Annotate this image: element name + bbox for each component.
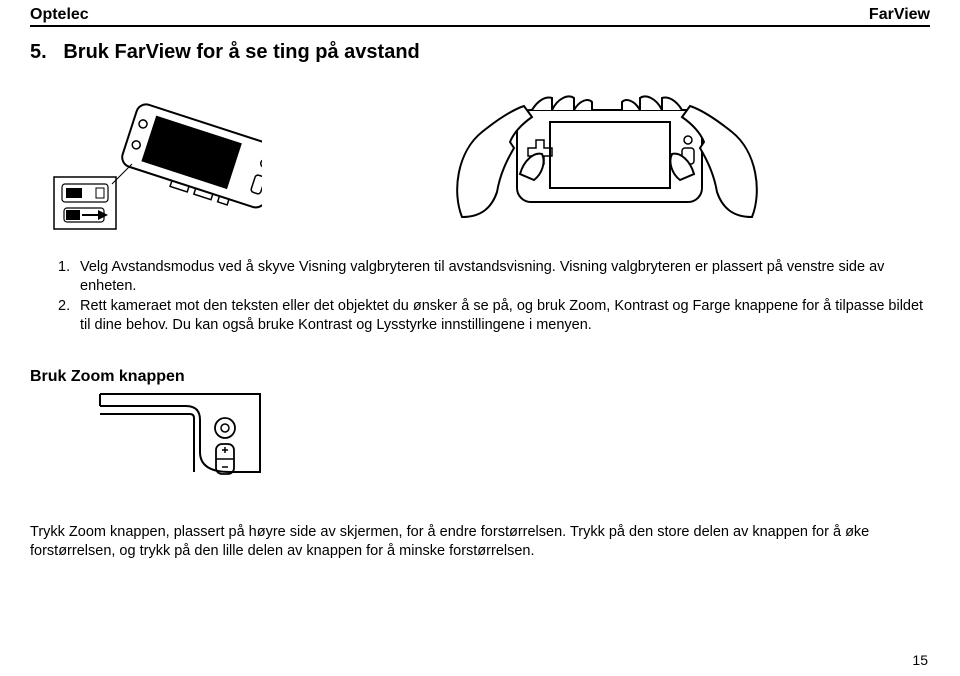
sub-heading: Bruk Zoom knappen bbox=[30, 368, 930, 386]
body-paragraph: Trykk Zoom knappen, plassert på høyre si… bbox=[30, 523, 930, 560]
section-heading: Bruk FarView for å se ting på avstand bbox=[63, 41, 419, 63]
header-left: Optelec bbox=[30, 6, 89, 24]
page-header: Optelec FarView bbox=[30, 6, 930, 27]
list-item: 1. Velg Avstandsmodus ved å skyve Visnin… bbox=[58, 258, 930, 295]
device-angled-icon bbox=[52, 102, 262, 232]
hands-holding-device-icon bbox=[442, 82, 772, 232]
illustration-row bbox=[52, 82, 930, 232]
list-number: 1. bbox=[58, 258, 80, 295]
instruction-list: 1. Velg Avstandsmodus ved å skyve Visnin… bbox=[30, 258, 930, 334]
section-title: 5. Bruk FarView for å se ting på avstand bbox=[30, 41, 930, 64]
page-number: 15 bbox=[912, 652, 928, 668]
list-text: Velg Avstandsmodus ved å skyve Visning v… bbox=[80, 258, 930, 295]
list-text: Rett kameraet mot den teksten eller det … bbox=[80, 297, 930, 334]
header-right: FarView bbox=[869, 6, 930, 24]
section-number: 5. bbox=[30, 41, 47, 63]
list-number: 2. bbox=[58, 297, 80, 334]
zoom-button-icon bbox=[30, 392, 930, 507]
list-item: 2. Rett kameraet mot den teksten eller d… bbox=[58, 297, 930, 334]
